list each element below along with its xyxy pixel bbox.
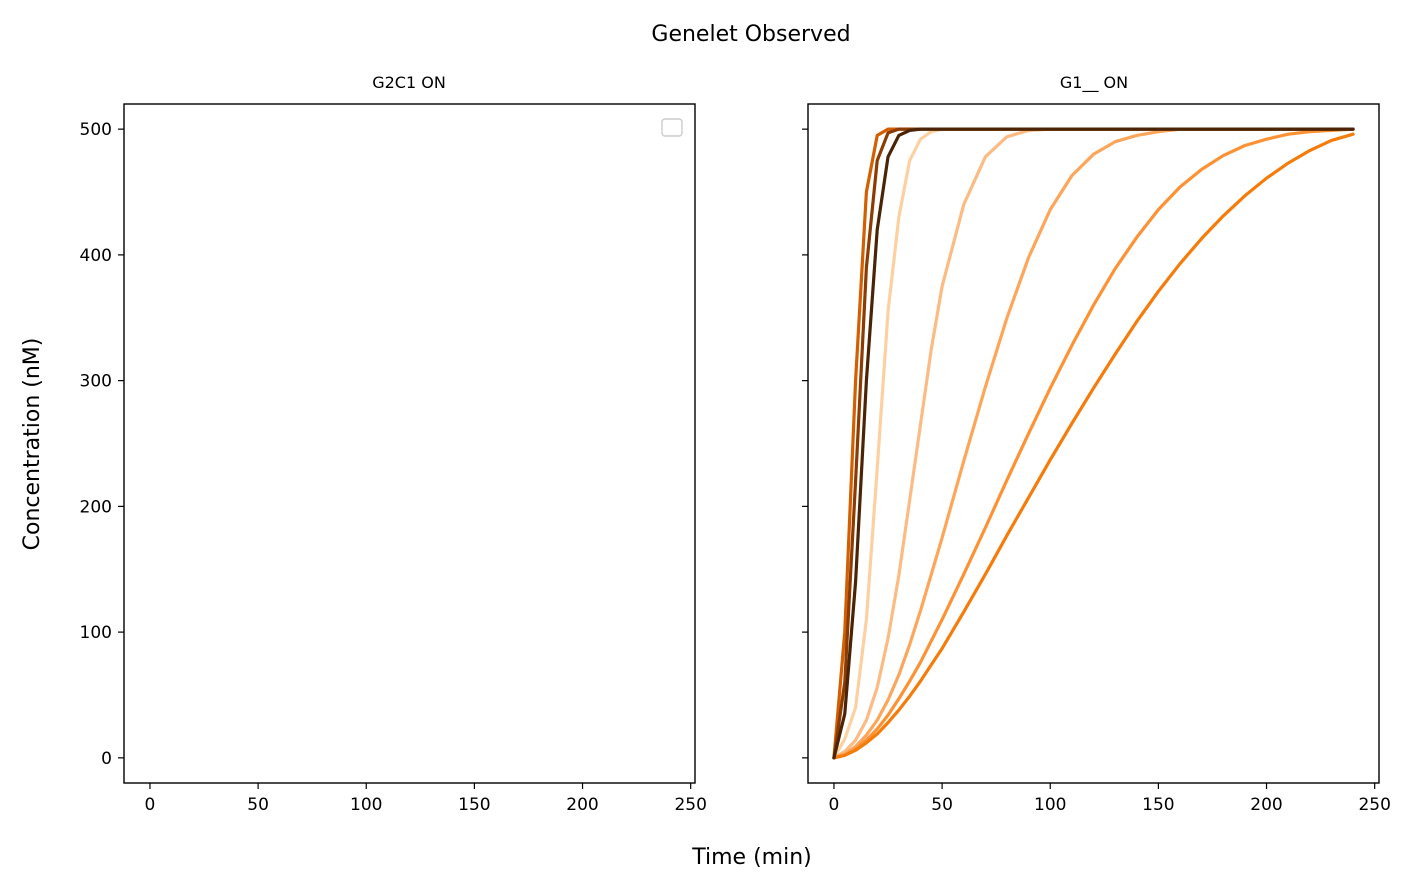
left-ytick-label-0: 0 (101, 749, 112, 769)
panel-right-marks: 0 50 100 150 200 250 (802, 127, 1391, 815)
right-xtick-label-3: 150 (1142, 795, 1174, 815)
panel-left-title: G2C1 ON (372, 73, 446, 92)
left-xtick-label-4: 200 (566, 795, 598, 815)
left-ytick-label-3: 300 (80, 372, 112, 392)
panel-left: G2C1 ON 0 50 100 150 200 250 0 100 200 300 400 500 (80, 73, 707, 815)
left-xtick-label-0: 0 (145, 795, 156, 815)
left-xtick-label-3: 150 (458, 795, 490, 815)
left-ytick-label-5: 500 (80, 120, 112, 140)
right-series-line-7 (832, 127, 1355, 760)
panel-left-marks: 0 50 100 150 200 250 0 100 200 300 400 500 (80, 120, 707, 815)
left-ytick-label-4: 400 (80, 246, 112, 266)
panel-right: G1__ ON 0 50 100 150 200 250 (802, 73, 1391, 815)
right-xtick-label-4: 200 (1250, 795, 1282, 815)
left-ytick-label-2: 200 (80, 497, 112, 517)
right-xtick-label-0: 0 (829, 795, 840, 815)
panel-right-title: G1__ ON (1060, 73, 1128, 93)
right-xtick-label-5: 250 (1358, 795, 1390, 815)
panel-right-frame (807, 103, 1380, 784)
panel-left-frame (123, 103, 696, 784)
right-xtick-label-1: 50 (931, 795, 953, 815)
right-series-line-3 (832, 127, 1355, 760)
left-xtick-label-2: 100 (350, 795, 382, 815)
figure-ylabel: Concentration (nM) (20, 338, 45, 551)
left-ytick-label-1: 100 (80, 623, 112, 643)
left-xtick-label-1: 50 (247, 795, 269, 815)
empty-legend-box (661, 118, 683, 137)
figure-xlabel: Time (min) (691, 845, 812, 870)
left-xtick-label-5: 250 (674, 795, 706, 815)
figure-suptitle: Genelet Observed (651, 22, 850, 47)
right-series-line-4 (832, 132, 1355, 760)
right-xtick-label-2: 100 (1034, 795, 1066, 815)
